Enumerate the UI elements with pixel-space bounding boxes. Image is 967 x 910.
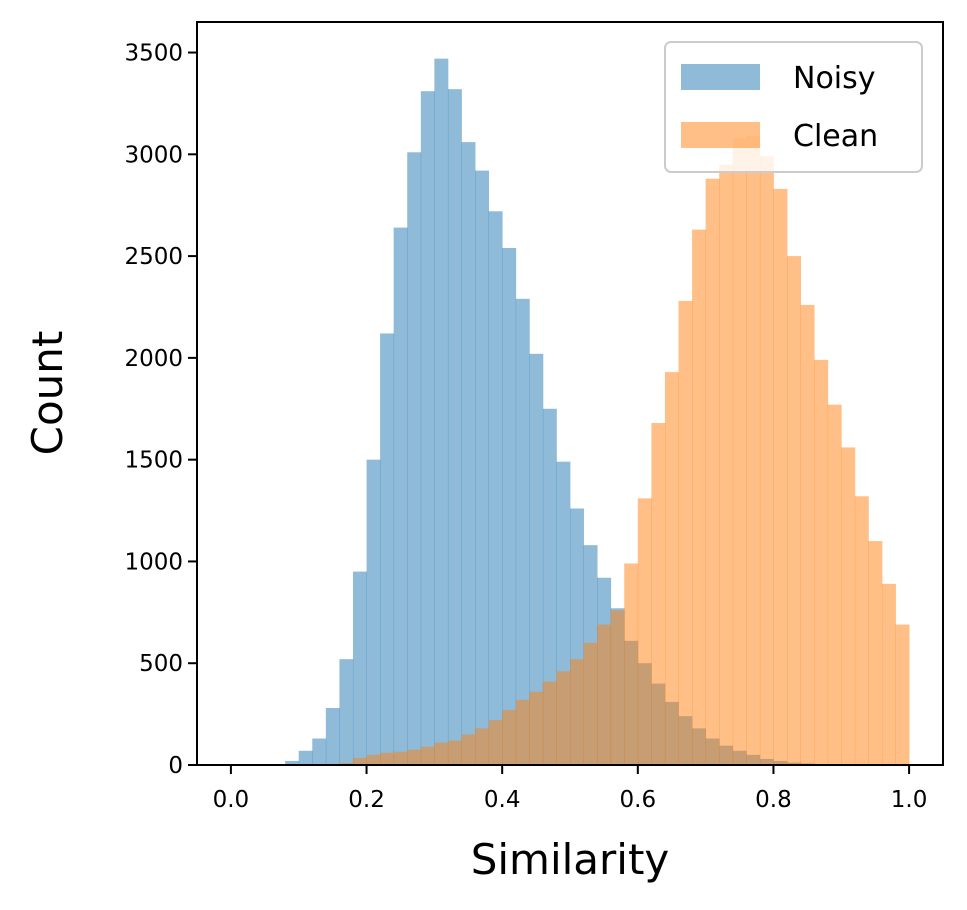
bar-noisy-12 <box>393 227 408 765</box>
y-tick-label: 3500 <box>124 41 183 67</box>
x-tick-label: 0.0 <box>213 787 250 813</box>
bar-clean-42 <box>800 304 815 765</box>
bar-clean-40 <box>773 188 788 766</box>
bar-clean-17 <box>461 734 476 765</box>
bar-clean-18 <box>475 728 490 765</box>
bar-clean-36 <box>719 164 734 765</box>
bar-noisy-6 <box>312 738 327 765</box>
legend-swatch-noisy <box>681 64 760 90</box>
bar-clean-9 <box>352 757 367 765</box>
y-tick-label: 2000 <box>124 346 183 372</box>
bar-noisy-17 <box>461 142 476 765</box>
bar-clean-46 <box>854 496 869 765</box>
bar-clean-20 <box>502 710 517 765</box>
bar-noisy-23 <box>542 408 557 765</box>
bar-clean-35 <box>705 178 720 766</box>
plot-frame <box>196 21 944 766</box>
bar-noisy-7 <box>325 708 340 765</box>
bar-clean-45 <box>841 447 856 765</box>
bar-clean-39 <box>759 156 774 765</box>
legend-swatch-clean <box>681 122 760 148</box>
y-axis-label: Count <box>23 331 72 456</box>
bar-noisy-14 <box>420 91 435 766</box>
bar-clean-43 <box>814 359 829 765</box>
bar-clean-38 <box>746 135 761 766</box>
x-tick-label: 0.8 <box>755 787 792 813</box>
legend: Noisy Clean <box>664 41 923 173</box>
y-tick-label: 500 <box>139 651 183 677</box>
bar-clean-44 <box>827 404 842 765</box>
legend-label-noisy: Noisy <box>793 61 876 96</box>
bars-layer <box>285 58 910 766</box>
bar-noisy-9 <box>352 571 367 765</box>
bar-noisy-15 <box>434 58 449 765</box>
bar-clean-15 <box>434 742 449 765</box>
x-axis-label: Similarity <box>471 835 670 884</box>
bar-clean-23 <box>542 681 557 765</box>
x-tick-label: 1.0 <box>891 787 928 813</box>
bar-noisy-21 <box>515 298 530 765</box>
bar-clean-8 <box>339 762 354 765</box>
bar-noisy-11 <box>380 333 395 765</box>
bar-noisy-5 <box>298 750 313 765</box>
x-tick-label: 0.4 <box>484 787 521 813</box>
bar-clean-12 <box>393 751 408 765</box>
bar-clean-10 <box>366 754 381 765</box>
bar-clean-13 <box>407 749 422 765</box>
bar-clean-25 <box>570 659 584 765</box>
bar-noisy-19 <box>488 211 503 766</box>
legend-label-clean: Clean <box>793 119 878 154</box>
bar-clean-31 <box>651 423 666 765</box>
bar-noisy-20 <box>502 247 517 765</box>
bar-noisy-8 <box>339 659 354 765</box>
series-clean <box>339 135 910 766</box>
bar-clean-22 <box>529 691 544 765</box>
bar-clean-24 <box>556 671 571 765</box>
bar-noisy-4 <box>285 760 300 765</box>
bar-clean-37 <box>732 138 747 765</box>
bar-clean-21 <box>515 699 530 765</box>
y-tick-label: 1000 <box>124 549 183 575</box>
x-ticks: 0.0 0.2 0.4 0.6 0.8 1.0 <box>213 765 928 813</box>
y-tick-label: 1500 <box>124 448 183 474</box>
bar-clean-48 <box>881 583 896 765</box>
bar-clean-41 <box>787 256 801 765</box>
bar-clean-30 <box>637 498 652 765</box>
bar-clean-16 <box>447 740 462 765</box>
bar-clean-14 <box>420 746 435 765</box>
bar-noisy-13 <box>407 152 422 766</box>
bar-clean-33 <box>678 300 693 765</box>
bar-noisy-22 <box>529 353 544 765</box>
y-tick-label: 0 <box>168 753 183 779</box>
x-tick-label: 0.6 <box>620 787 657 813</box>
bar-clean-47 <box>868 541 883 765</box>
y-tick-label: 3000 <box>124 142 183 168</box>
bar-clean-34 <box>692 229 707 765</box>
bar-clean-49 <box>895 624 910 765</box>
bar-noisy-18 <box>475 170 490 766</box>
bar-clean-11 <box>380 752 395 765</box>
bar-noisy-16 <box>447 89 462 765</box>
bar-clean-27 <box>597 624 612 765</box>
bar-clean-29 <box>624 563 639 765</box>
bar-clean-19 <box>488 720 503 765</box>
y-tick-label: 2500 <box>124 244 183 270</box>
bar-clean-32 <box>664 372 679 765</box>
bar-clean-26 <box>583 642 598 765</box>
bar-noisy-10 <box>366 459 381 765</box>
y-ticks: 0 500 1000 1500 2000 2500 3000 3500 <box>124 41 197 779</box>
x-tick-label: 0.2 <box>348 787 385 813</box>
bar-clean-28 <box>610 610 625 765</box>
